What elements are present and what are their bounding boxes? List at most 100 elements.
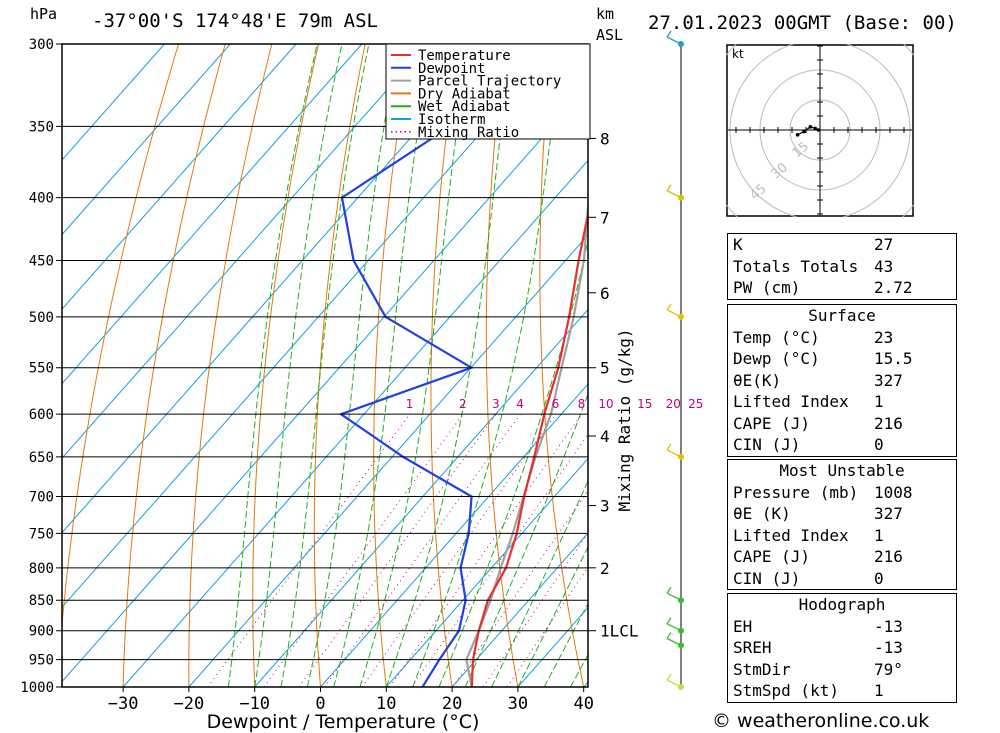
isotherm-line: [62, 44, 231, 236]
hodograph-row: SREH -13: [728, 637, 956, 659]
temperature-tick-label: 30: [508, 694, 528, 714]
legend-label: Mixing Ratio: [418, 125, 519, 141]
index-value: 27: [874, 235, 894, 254]
height-tick-label: 5: [600, 359, 610, 378]
pressure-unit-label: hPa: [30, 5, 58, 23]
surface-label: CIN (J): [733, 435, 801, 454]
legend-label: Dry Adiabat: [418, 86, 511, 102]
temperature-tick-label: 10: [376, 694, 396, 714]
surface-label: Dewp (°C): [733, 349, 820, 368]
plot-area: [62, 35, 720, 687]
index-label: Totals Totals: [733, 256, 859, 276]
hodograph-value: 79°: [874, 659, 903, 679]
most-unstable-row: Pressure (mb) 1008: [728, 482, 956, 504]
x-axis-label: Dewpoint / Temperature (°C): [207, 711, 480, 733]
height-tick-label: 1LCL: [600, 622, 639, 641]
most-unstable-value: 327: [874, 504, 903, 523]
isotherm-line: [62, 85, 588, 683]
isotherm-line: [62, 44, 429, 459]
pressure-tick-label: 500: [29, 310, 54, 326]
dry-adiabat-line: [122, 44, 226, 687]
mixing-ratio-label: 20: [666, 397, 681, 411]
pressure-tick-label: 450: [29, 254, 54, 270]
height-tick-label: 3: [600, 497, 610, 516]
mixing-ratio-label: 8: [578, 397, 586, 411]
dry-adiabat-line: [188, 44, 273, 687]
wind-barb: [666, 184, 682, 199]
mixing-ratio-label: 15: [637, 397, 652, 411]
legend-label: Wet Adiabat: [418, 99, 511, 115]
hodograph-point: [795, 133, 800, 137]
wet-adiabat-line: [385, 44, 513, 687]
hodograph-row: StmDir 79°: [728, 659, 956, 681]
hodograph-label: EH: [733, 616, 753, 636]
hodograph-value: -13: [874, 638, 903, 657]
surface-value: 15.5: [874, 349, 913, 368]
mixing-ratio-line: [298, 413, 497, 687]
pressure-tick-label: 650: [29, 450, 54, 466]
most-unstable-row: θE (K) 327: [728, 503, 956, 525]
hodograph-row: StmSpd (kt) 1: [728, 680, 956, 702]
isotherm-line: [122, 159, 588, 687]
location-title: -37°00'S 174°48'E 79m ASL: [92, 10, 378, 32]
wind-barb: [666, 443, 682, 458]
hodograph-value: -13: [874, 616, 903, 636]
wet-adiabat-line: [570, 653, 588, 687]
most-unstable-panel: Most Unstable Pressure (mb) 1008 θE (K) 327…: [727, 459, 957, 590]
height-tick-label: 7: [600, 208, 610, 227]
pressure-tick-label: 550: [29, 361, 54, 377]
most-unstable-label: Pressure (mb): [733, 482, 859, 502]
pressure-tick-label: 950: [29, 653, 54, 669]
mixing-ratio-label: 4: [516, 397, 524, 411]
index-row: K 27: [728, 234, 956, 256]
skewt-chart: 1 2 3 4 6 8 10 15 20 2530035040045050055060065070…: [20, 30, 720, 733]
hodograph-label: StmSpd (kt): [733, 681, 839, 700]
pressure-tick-label: 350: [29, 119, 54, 135]
isotherm-line: [188, 234, 588, 687]
temperature-tick-label: 20: [442, 694, 462, 714]
surface-panel: Surface Temp (°C) 23 Dewp (°C) 15.5 θE(K) 327…: [727, 304, 957, 457]
wet-adiabat-line: [543, 602, 588, 687]
height-unit-label: km: [596, 5, 615, 23]
credit-link[interactable]: © weatheronline.co.uk: [712, 710, 930, 732]
wind-barb: [666, 30, 682, 45]
most-unstable-value: 1: [874, 525, 884, 545]
most-unstable-value: 216: [874, 547, 903, 566]
most-unstable-label: CIN (J): [733, 568, 801, 588]
surface-title: Surface: [808, 306, 876, 325]
mixing-ratio-label: 2: [459, 397, 467, 411]
dry-adiabat-line: [430, 44, 459, 687]
hodograph-point: [808, 125, 813, 129]
legend-label: Isotherm: [418, 112, 485, 128]
datetime-title: 27.01.2023 00GMT (Base: 00): [648, 12, 957, 34]
surface-value: 327: [874, 370, 903, 390]
legend-label: Dewpoint: [418, 61, 485, 77]
most-unstable-value: 1008: [874, 482, 913, 502]
temperature-tick-label: −10: [239, 694, 270, 714]
dry-adiabat-line: [62, 44, 180, 631]
hodograph-row: EH -13: [728, 616, 956, 638]
height-tick-label: 4: [600, 427, 610, 446]
isotherm-line: [62, 44, 165, 161]
pressure-tick-label: 750: [29, 526, 54, 542]
index-value: 43: [874, 256, 894, 276]
mixing-ratio-label: 1: [406, 397, 414, 411]
height-ref-label: ASL: [596, 26, 624, 44]
surface-row: CAPE (J) 216: [728, 413, 956, 435]
hodograph-label: SREH: [733, 638, 772, 657]
hodograph-point: [816, 128, 821, 132]
dry-adiabat-line: [252, 44, 320, 687]
most-unstable-row: Lifted Index 1: [728, 525, 956, 547]
hodograph-panel: Hodograph EH -13 SREH -13 StmDir 79° StmSpd (k…: [727, 593, 957, 703]
most-unstable-label: Lifted Index: [733, 525, 849, 545]
hodograph-value: 1: [874, 681, 884, 700]
dry-adiabat-line: [691, 35, 720, 687]
hodograph-point: [813, 126, 817, 131]
pressure-tick-label: 850: [29, 593, 54, 609]
hodograph-point: [802, 129, 806, 134]
dry-adiabat-line: [373, 44, 413, 687]
isotherm-line: [320, 383, 588, 687]
surface-row: Temp (°C) 23: [728, 327, 956, 349]
isotherm-line: [62, 44, 297, 310]
